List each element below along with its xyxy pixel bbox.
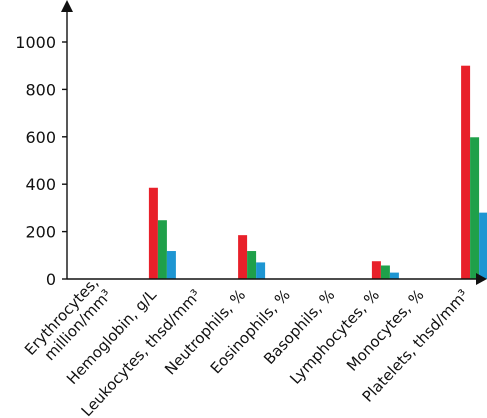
bar-6-series-1 (380, 265, 390, 279)
bar-3-series-1 (247, 251, 257, 279)
x-category-label-line: Neutrophils, % (161, 286, 249, 379)
bar-1-series-1 (157, 220, 167, 279)
bar-8-series-2 (479, 212, 487, 279)
x-category-label: Monocytes, % (343, 286, 428, 375)
y-tick-label: 400 (25, 175, 56, 194)
x-category-label: Neutrophils, % (161, 286, 249, 379)
y-tick-label: 800 (25, 80, 56, 99)
bar-1-series-0 (148, 187, 158, 279)
bar-8-series-0 (461, 65, 471, 279)
x-axis-arrow (476, 273, 487, 285)
bar-6-series-0 (371, 261, 381, 279)
bar-1-series-2 (166, 251, 176, 279)
x-category-label: Eosinophils, % (207, 286, 294, 377)
y-axis-ticks: 0 200 400 600 800 1000 (15, 33, 67, 289)
y-axis-arrow (61, 0, 73, 12)
bar-8-series-1 (470, 137, 480, 279)
x-category-label-line: Eosinophils, % (207, 286, 294, 377)
y-tick-label: 0 (46, 270, 56, 289)
bars-group (148, 65, 487, 279)
bar-3-series-0 (238, 235, 248, 279)
x-category-label-line: Monocytes, % (343, 286, 428, 375)
bar-3-series-2 (256, 262, 266, 279)
y-tick-label: 600 (25, 128, 56, 147)
plot-area (148, 65, 487, 279)
y-tick-label: 1000 (15, 33, 56, 52)
bar-6-series-2 (389, 272, 399, 279)
y-tick-label: 200 (25, 223, 56, 242)
